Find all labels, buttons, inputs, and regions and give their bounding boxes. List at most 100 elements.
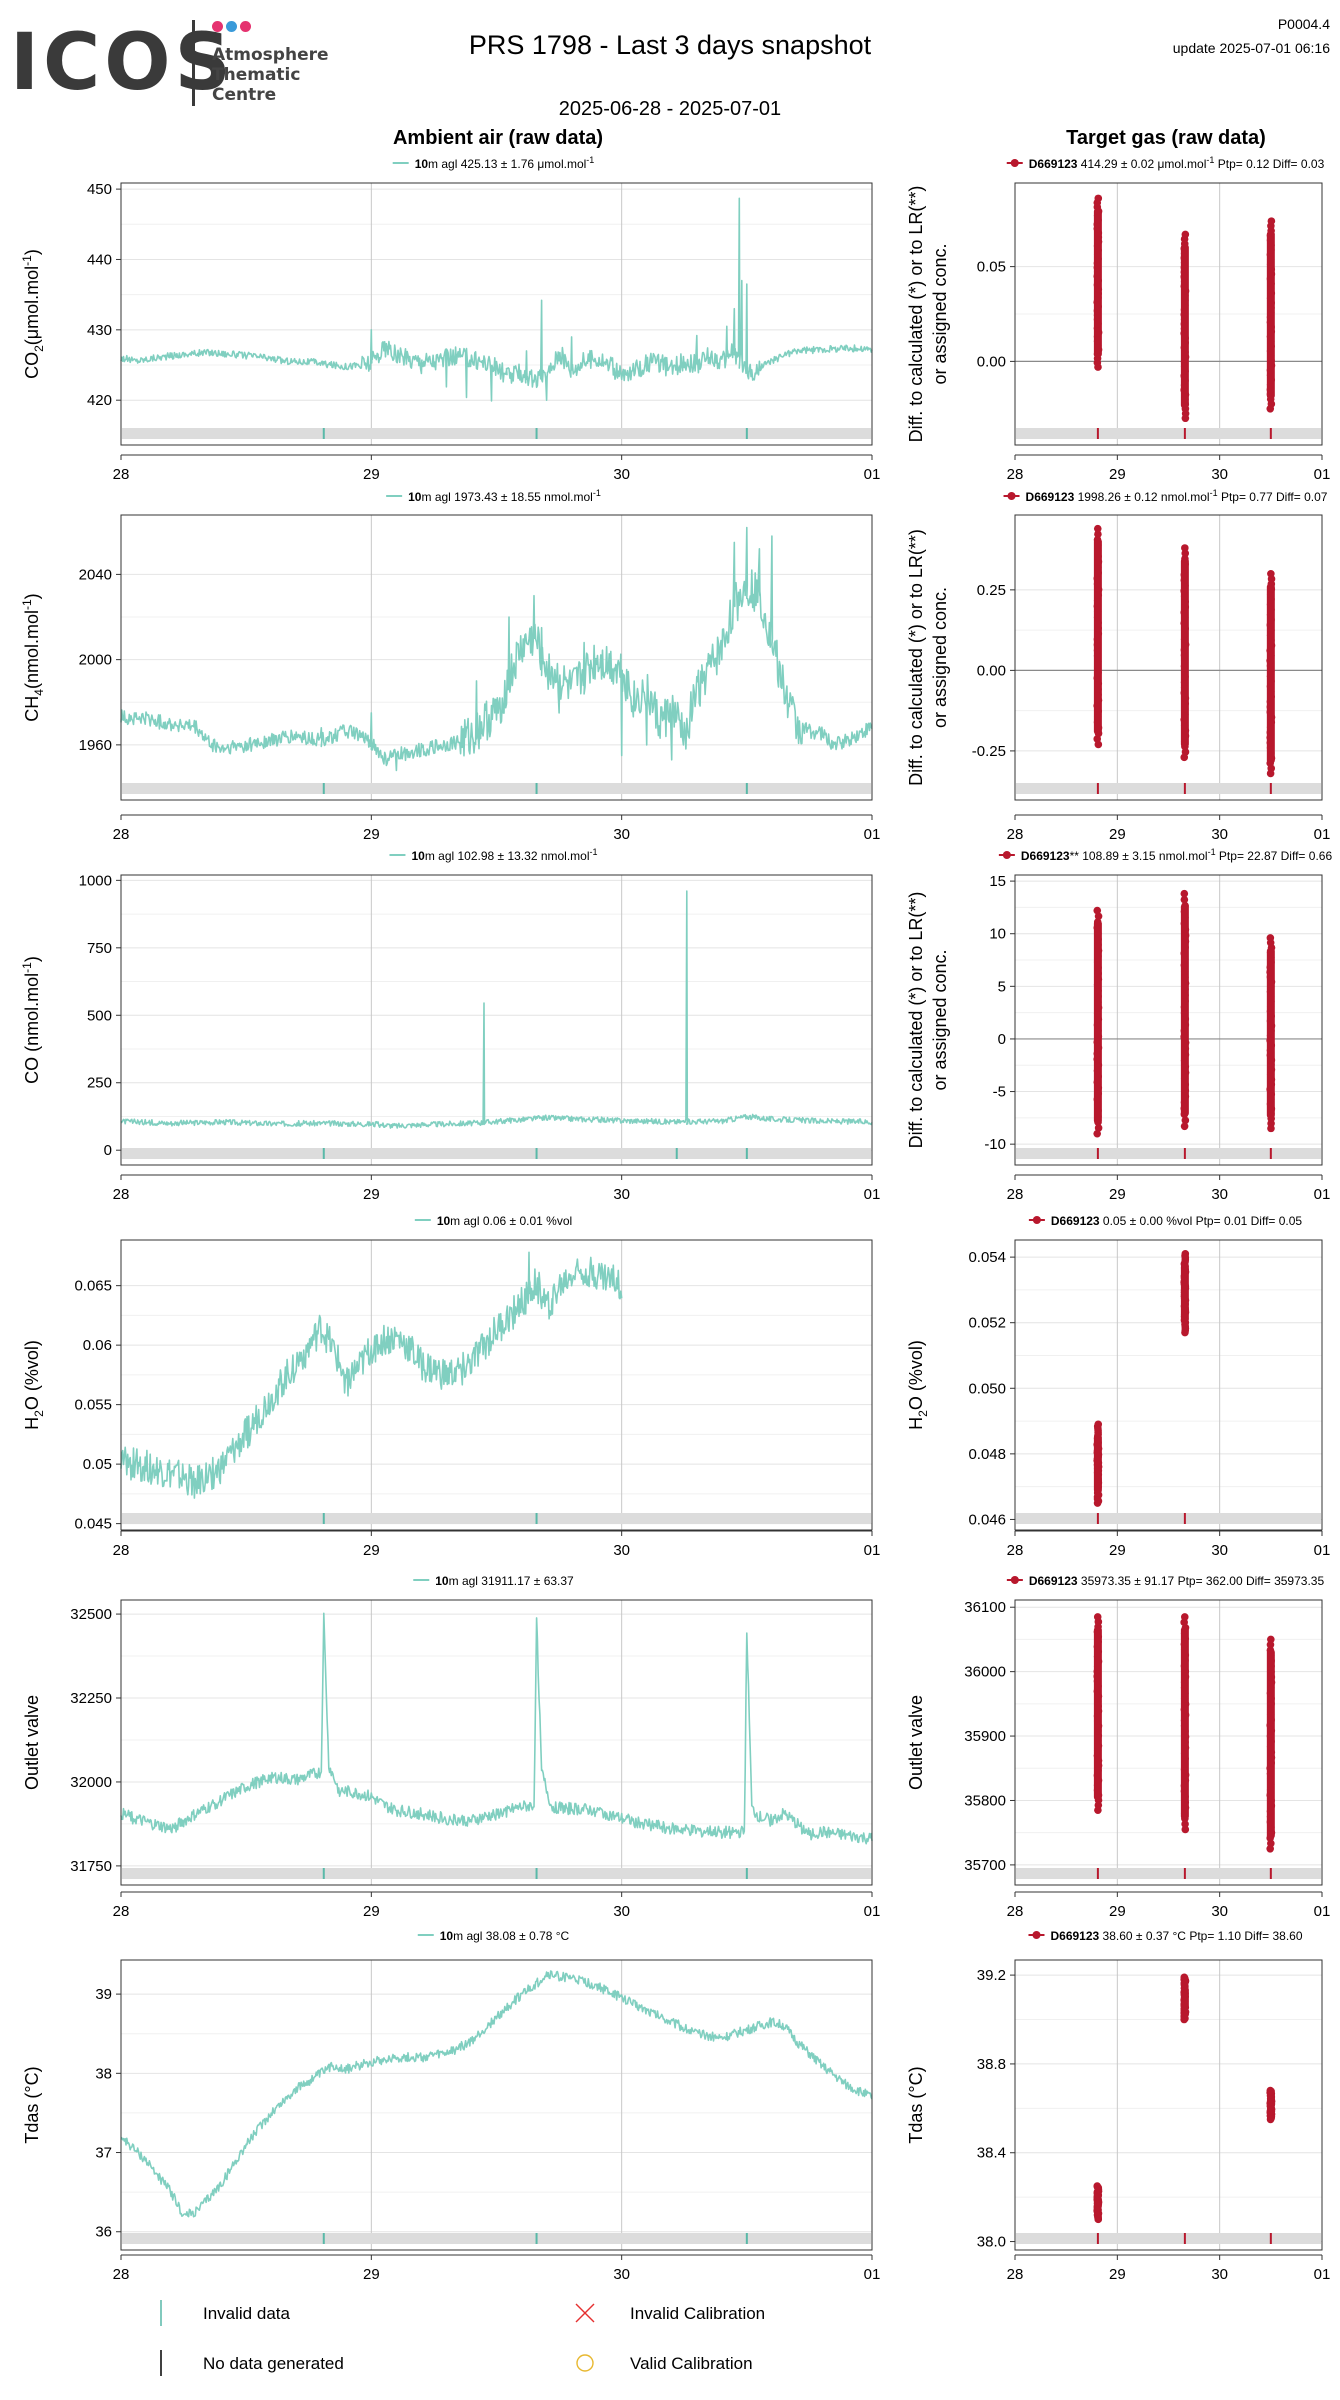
- legend-site: 10: [435, 1574, 449, 1588]
- y-tick-label: 0.054: [968, 1249, 1006, 1266]
- x-tick-label: 30: [613, 1903, 630, 1920]
- x-tick-label: 28: [1007, 826, 1024, 843]
- y-tick-label: -0.25: [972, 743, 1006, 760]
- x-tick-label: 30: [613, 1186, 630, 1203]
- target-point: [1093, 646, 1102, 655]
- target-point: [1267, 569, 1275, 578]
- target-point: [1180, 576, 1189, 584]
- legend-unit-sup: -1: [593, 488, 601, 498]
- legend-unit-sup: -1: [590, 847, 598, 857]
- target-chart: 35700 35800 35900 36000 36100 28 29 30 01 D669123…: [906, 1574, 1330, 1920]
- x-tick-label: 01: [864, 2266, 881, 2283]
- x-tick-label: 01: [1314, 1186, 1331, 1203]
- y-tick-label: 39: [95, 1986, 112, 2003]
- y-tick-label: 0.065: [74, 1278, 112, 1295]
- legend-invalid-data-label: Invalid data: [203, 2304, 290, 2323]
- target-point: [1180, 1009, 1189, 1017]
- target-point: [1180, 895, 1189, 904]
- target-point: [1181, 901, 1189, 910]
- y-label-unit: O (%vol): [22, 1340, 42, 1410]
- plot-frame: [120, 1239, 873, 1531]
- x-tick-label: 28: [113, 2266, 130, 2283]
- plot-frame: [1014, 874, 1323, 1166]
- target-point: [1181, 1738, 1189, 1747]
- legend-site: D669123: [1029, 157, 1078, 171]
- x-tick-label: 01: [864, 1186, 881, 1203]
- target-point: [1093, 718, 1102, 727]
- target-point: [1181, 230, 1190, 239]
- series-legend: 10m agl 31911.17 ± 63.37: [413, 1574, 574, 1588]
- x-tick-label: 30: [1211, 1186, 1228, 1203]
- target-point: [1093, 981, 1102, 989]
- logo-dot: [240, 21, 251, 32]
- plot-frame: [1014, 1959, 1323, 2251]
- target-point: [1093, 1049, 1102, 1058]
- target-point: [1181, 1086, 1190, 1095]
- target-point: [1094, 668, 1102, 677]
- legend-value: m agl 38.08 ± 0.78 °C: [453, 1929, 569, 1943]
- target-point: [1181, 1250, 1190, 1258]
- logo-line-3: Centre: [212, 85, 277, 105]
- target-point: [1094, 1106, 1102, 1115]
- target-point: [1180, 1033, 1188, 1041]
- y-tick-label: 32500: [70, 1606, 112, 1623]
- y-tick-label: 250: [87, 1075, 112, 1092]
- target-column-title: Target gas (raw data): [1066, 127, 1266, 149]
- target-point: [1093, 1055, 1101, 1064]
- logo-dot: [212, 21, 223, 32]
- y-tick-label: 430: [87, 322, 112, 339]
- x-tick-label: 28: [1007, 2266, 1024, 2283]
- legend-value: m agl 425.13 ± 1.76 μmol.mol: [428, 157, 586, 171]
- y-axis-label: Diff. to calculated (*) or to LR(**): [906, 186, 926, 443]
- y-axis-label-2: or assigned conc.: [930, 949, 950, 1090]
- y-tick-label: 38.0: [977, 2234, 1006, 2251]
- series-legend: D669123** 108.89 ± 3.15 nmol.mol-1 Ptp= …: [998, 847, 1332, 863]
- target-point: [1180, 667, 1189, 676]
- y-axis-label: Diff. to calculated (*) or to LR(**): [906, 892, 926, 1149]
- target-point: [1267, 1678, 1276, 1687]
- target-point: [1094, 986, 1102, 995]
- series-line: [120, 197, 873, 402]
- target-point: [1094, 629, 1103, 638]
- legend-stats: Ptp= 0.12 Diff= 0.03: [1214, 157, 1324, 171]
- x-tick-label: 28: [113, 826, 130, 843]
- y-axis-label: Tdas (°C): [906, 2066, 926, 2143]
- y-tick-label: 37: [95, 2145, 112, 2162]
- target-point: [1181, 705, 1189, 713]
- target-chart: -10 -5 0 5 10 15 28 29 30 01 D669123** 108.89 ± 3.…: [906, 847, 1332, 1203]
- x-tick-label: 28: [1007, 1186, 1024, 1203]
- target-chart: -0.25 0.00 0.25 28 29 30 01 D669123 1998.26 ± 0…: [906, 488, 1330, 843]
- target-point: [1094, 541, 1102, 550]
- y-tick-label: 0: [104, 1142, 112, 1159]
- target-point: [1181, 925, 1190, 934]
- target-point: [1094, 552, 1102, 561]
- version-label: P0004.4: [1277, 16, 1330, 32]
- y-label-unit: (nmol.mol: [22, 610, 42, 689]
- target-point: [1094, 935, 1102, 943]
- target-point: [1094, 1026, 1102, 1035]
- target-point: [1093, 607, 1102, 616]
- y-axis-label: CO (nmol.mol-1): [20, 956, 42, 1084]
- target-point: [1094, 1032, 1103, 1041]
- target-point: [1181, 1050, 1190, 1059]
- x-tick-label: 29: [363, 1186, 380, 1203]
- x-tick-label: 28: [113, 1903, 130, 1920]
- target-point: [1266, 1780, 1275, 1789]
- y-label-main: Tdas (°C): [906, 2066, 926, 2143]
- y-tick-label: 38.8: [977, 2056, 1006, 2073]
- target-point: [1267, 1662, 1275, 1671]
- target-point: [1180, 1613, 1189, 1621]
- target-point: [1181, 1825, 1190, 1834]
- target-point: [1093, 1613, 1102, 1621]
- legend-stats: Ptp= 362.00 Diff= 35973.35: [1174, 1574, 1324, 1588]
- series-legend: D669123 414.29 ± 0.02 μmol.mol-1 Ptp= 0.…: [1006, 155, 1325, 171]
- target-point: [1267, 1700, 1275, 1708]
- target-point: [1181, 1743, 1190, 1752]
- y-tick-label: 440: [87, 251, 112, 268]
- target-point: [1094, 1072, 1103, 1081]
- legend-stats: Ptp= 0.01 Diff= 0.05: [1192, 1214, 1302, 1228]
- target-point: [1094, 1084, 1103, 1092]
- x-tick-label: 01: [864, 1903, 881, 1920]
- flag-band: [122, 783, 871, 794]
- series-legend-label: D669123 0.05 ± 0.00 %vol Ptp= 0.01 Diff=…: [1051, 1214, 1303, 1228]
